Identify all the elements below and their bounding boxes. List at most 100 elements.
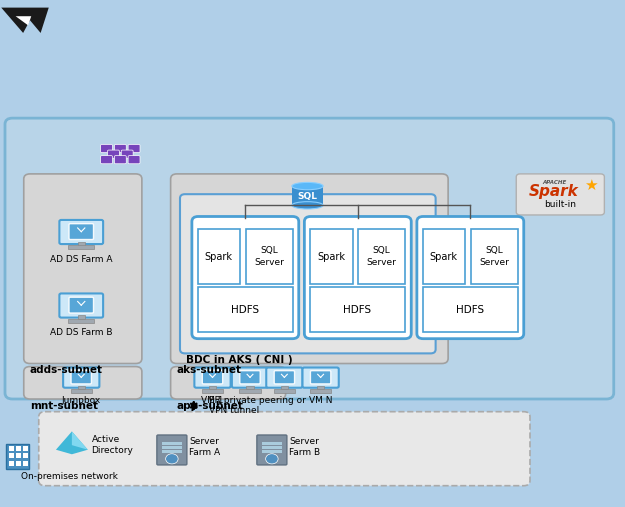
FancyBboxPatch shape — [114, 144, 126, 153]
Bar — [358, 229, 405, 284]
Bar — [68, 245, 94, 249]
Bar — [281, 386, 288, 389]
FancyBboxPatch shape — [274, 371, 294, 384]
Bar — [9, 446, 14, 451]
Text: SQL: SQL — [298, 192, 318, 201]
FancyBboxPatch shape — [59, 294, 103, 317]
Bar — [209, 386, 216, 389]
Text: built-in: built-in — [544, 200, 576, 209]
FancyBboxPatch shape — [171, 367, 286, 399]
Bar — [9, 453, 14, 458]
FancyBboxPatch shape — [232, 368, 268, 388]
Bar — [78, 386, 85, 389]
Polygon shape — [1, 8, 49, 33]
Bar — [262, 450, 282, 453]
Bar — [78, 315, 85, 319]
Text: SQL
Server: SQL Server — [254, 246, 284, 267]
Bar — [22, 446, 28, 451]
Text: ER private peering or
VPN tunnel: ER private peering or VPN tunnel — [209, 396, 306, 415]
FancyBboxPatch shape — [257, 435, 287, 465]
Bar — [22, 461, 28, 466]
Text: adds-subnet: adds-subnet — [30, 365, 103, 375]
FancyBboxPatch shape — [417, 216, 524, 339]
Bar — [274, 389, 295, 393]
Text: Spark: Spark — [529, 185, 579, 199]
FancyBboxPatch shape — [121, 150, 133, 158]
FancyBboxPatch shape — [157, 435, 187, 465]
FancyBboxPatch shape — [302, 368, 339, 388]
Bar — [310, 287, 405, 332]
Polygon shape — [56, 431, 88, 454]
Bar — [310, 229, 352, 284]
FancyBboxPatch shape — [171, 174, 448, 364]
FancyBboxPatch shape — [128, 156, 140, 164]
Bar — [6, 444, 29, 469]
Text: VM N: VM N — [309, 396, 332, 405]
Ellipse shape — [292, 183, 323, 190]
FancyBboxPatch shape — [202, 371, 222, 384]
FancyBboxPatch shape — [128, 144, 140, 153]
Text: Server
Farm A: Server Farm A — [189, 438, 221, 457]
FancyBboxPatch shape — [63, 368, 99, 388]
FancyBboxPatch shape — [180, 194, 436, 353]
Bar — [246, 229, 292, 284]
Bar — [16, 446, 21, 451]
FancyBboxPatch shape — [69, 297, 94, 313]
Bar — [310, 389, 331, 393]
Text: AD DS Farm A: AD DS Farm A — [50, 255, 112, 264]
Text: Jumpbox: Jumpbox — [62, 396, 101, 405]
Text: SQL
Server: SQL Server — [367, 246, 396, 267]
FancyBboxPatch shape — [69, 224, 94, 239]
FancyBboxPatch shape — [107, 150, 119, 158]
FancyBboxPatch shape — [240, 371, 260, 384]
Text: app-subnet: app-subnet — [177, 401, 244, 411]
FancyBboxPatch shape — [192, 216, 299, 339]
Polygon shape — [72, 431, 88, 450]
FancyBboxPatch shape — [24, 174, 142, 364]
FancyBboxPatch shape — [114, 156, 126, 164]
FancyBboxPatch shape — [39, 412, 530, 486]
Bar — [262, 442, 282, 445]
Bar — [162, 442, 182, 445]
Bar — [9, 461, 14, 466]
FancyBboxPatch shape — [71, 371, 91, 384]
FancyBboxPatch shape — [311, 371, 331, 384]
Text: Spark: Spark — [318, 251, 345, 262]
Text: Spark: Spark — [205, 251, 232, 262]
FancyBboxPatch shape — [101, 156, 112, 164]
Text: ★: ★ — [584, 177, 598, 193]
Text: HDFS: HDFS — [231, 305, 259, 315]
Bar — [71, 389, 92, 393]
Text: APACHE: APACHE — [542, 180, 566, 185]
Bar — [22, 453, 28, 458]
Text: Active
Directory: Active Directory — [92, 436, 134, 455]
Circle shape — [166, 454, 178, 464]
Bar — [422, 229, 465, 284]
Bar — [471, 229, 518, 284]
FancyBboxPatch shape — [266, 368, 302, 388]
Text: HDFS: HDFS — [344, 305, 371, 315]
Bar — [246, 386, 254, 389]
Text: BDC in AKS ( CNI ): BDC in AKS ( CNI ) — [186, 355, 293, 365]
Bar — [198, 229, 240, 284]
Bar — [198, 287, 292, 332]
Bar — [16, 453, 21, 458]
Text: aks-subnet: aks-subnet — [177, 365, 242, 375]
FancyBboxPatch shape — [59, 220, 103, 244]
Text: HDFS: HDFS — [456, 305, 484, 315]
Circle shape — [266, 454, 278, 464]
Text: Server
Farm B: Server Farm B — [289, 438, 321, 457]
FancyBboxPatch shape — [5, 118, 614, 399]
Bar — [262, 446, 282, 449]
FancyBboxPatch shape — [516, 174, 604, 215]
Bar — [162, 450, 182, 453]
Text: VM 1: VM 1 — [201, 396, 224, 405]
Text: mnt-subnet: mnt-subnet — [30, 401, 98, 411]
Text: SQL
Server: SQL Server — [479, 246, 509, 267]
Text: On-premises network: On-premises network — [21, 472, 118, 481]
FancyBboxPatch shape — [194, 368, 231, 388]
Polygon shape — [16, 16, 31, 25]
Bar — [162, 446, 182, 449]
Bar — [68, 319, 94, 323]
Bar — [292, 186, 323, 205]
